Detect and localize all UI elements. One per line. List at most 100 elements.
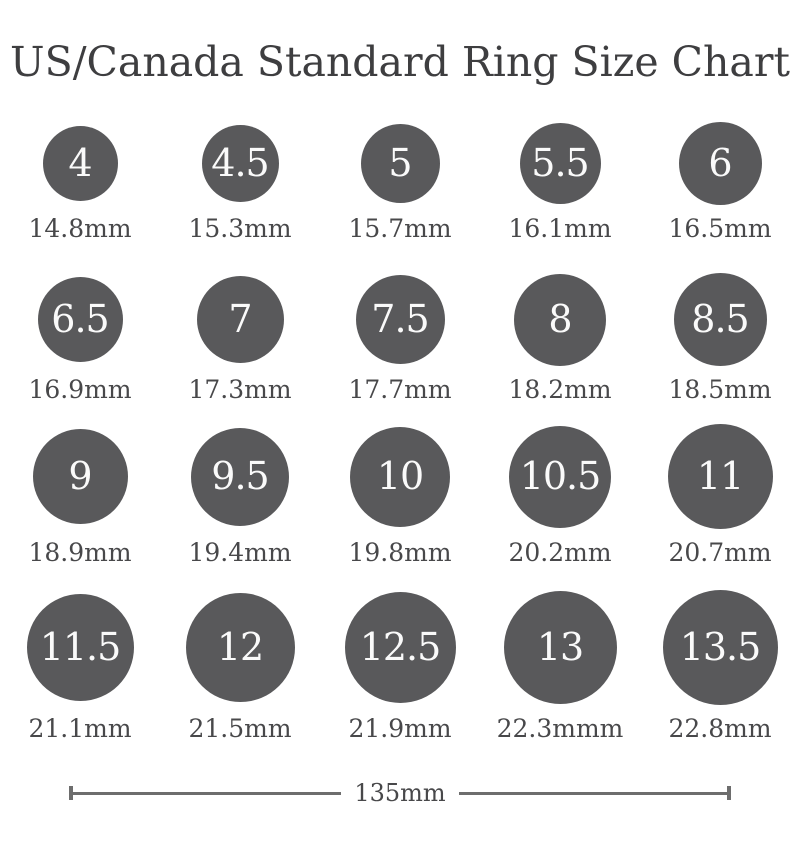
diameter-label: 16.9mm — [28, 375, 132, 404]
ring-circle: 5 — [360, 124, 440, 203]
diameter-label: 18.9mm — [28, 538, 132, 567]
diameter-label: 19.4mm — [188, 538, 292, 567]
ring-size-number: 10 — [376, 453, 424, 498]
ring-circle: 8.5 — [673, 273, 767, 366]
ring-size-number: 7.5 — [371, 296, 429, 341]
diameter-label: 20.7mm — [668, 538, 772, 567]
circle-box: 6.5 — [37, 273, 123, 366]
diameter-label: 16.1mm — [508, 214, 612, 243]
circle-box: 10.5 — [509, 424, 611, 529]
ring-circle: 11.5 — [26, 594, 134, 701]
ring-size-number: 8.5 — [691, 296, 749, 341]
ring-size-cell: 10 19.8mm — [320, 424, 480, 568]
ring-circle: 8 — [514, 273, 606, 366]
ring-size-number: 8 — [548, 296, 572, 341]
ring-size-cell: 8.5 18.5mm — [640, 273, 800, 405]
ring-size-cell: 8 18.2mm — [480, 273, 640, 405]
ring-size-number: 10.5 — [519, 453, 602, 498]
circle-box: 9.5 — [191, 424, 289, 529]
circle-box: 6 — [678, 122, 762, 205]
ring-size-number: 9 — [68, 453, 92, 498]
circle-box: 10 — [350, 424, 450, 529]
ring-circle: 4 — [42, 126, 118, 201]
ring-size-cell: 4.5 15.3mm — [160, 122, 320, 244]
ring-size-number: 5.5 — [531, 140, 589, 185]
ring-size-number: 7 — [228, 296, 252, 341]
ring-size-cell: 5.5 16.1mm — [480, 122, 640, 244]
ring-size-number: 9.5 — [211, 453, 269, 498]
diameter-label: 20.2mm — [508, 538, 612, 567]
circle-box: 12.5 — [344, 590, 456, 705]
ring-size-number: 13.5 — [679, 624, 762, 669]
ring-size-cell: 12.5 21.9mm — [320, 590, 480, 744]
diameter-label: 22.8mm — [668, 714, 772, 743]
size-row: 9 18.9mm 9.5 19.4mm 10 19.8mm 10.5 20.2mm 11 20.7… — [0, 424, 800, 568]
circle-box: 9 — [32, 424, 128, 529]
diameter-label: 21.1mm — [28, 714, 132, 743]
circle-box: 11 — [667, 424, 773, 529]
diameter-label: 17.3mm — [188, 375, 292, 404]
circle-box: 8 — [514, 273, 606, 366]
ring-size-cell: 11 20.7mm — [640, 424, 800, 568]
ring-size-cell: 9 18.9mm — [0, 424, 160, 568]
ring-size-cell: 11.5 21.1mm — [0, 590, 160, 744]
ring-circle: 6.5 — [37, 277, 123, 362]
ring-size-cell: 6 16.5mm — [640, 122, 800, 244]
diameter-label: 16.5mm — [668, 214, 772, 243]
diameter-label: 18.2mm — [508, 375, 612, 404]
scale-right-segment — [458, 791, 728, 795]
diameter-label: 17.7mm — [348, 375, 452, 404]
page-title: US/Canada Standard Ring Size Chart — [10, 38, 790, 86]
ring-circle: 7 — [196, 276, 284, 363]
ring-size-number: 4.5 — [211, 140, 269, 185]
ring-circle: 6 — [678, 122, 762, 205]
size-grid: 4 14.8mm 4.5 15.3mm 5 15.7mm 5.5 16.1mm 6 16.5mm 6… — [0, 122, 800, 744]
diameter-label: 22.3mmm — [496, 714, 624, 743]
ring-size-cell: 4 14.8mm — [0, 122, 160, 244]
ring-size-cell: 10.5 20.2mm — [480, 424, 640, 568]
ring-size-cell: 12 21.5mm — [160, 590, 320, 744]
diameter-label: 15.7mm — [348, 214, 452, 243]
scale-label: 135mm — [354, 779, 446, 807]
ring-circle: 5.5 — [519, 123, 601, 204]
size-row: 4 14.8mm 4.5 15.3mm 5 15.7mm 5.5 16.1mm 6 16.5mm — [0, 122, 800, 244]
ring-size-number: 6 — [708, 140, 732, 185]
ring-circle: 9.5 — [191, 427, 289, 526]
diameter-label: 21.5mm — [188, 714, 292, 743]
ring-size-number: 6.5 — [51, 296, 109, 341]
ring-size-cell: 7 17.3mm — [160, 273, 320, 405]
circle-box: 7.5 — [355, 273, 445, 366]
ring-size-cell: 7.5 17.7mm — [320, 273, 480, 405]
ring-circle: 7.5 — [355, 275, 445, 364]
ring-size-cell: 5 15.7mm — [320, 122, 480, 244]
ring-circle: 10 — [350, 426, 450, 527]
ring-circle: 9 — [32, 429, 128, 524]
circle-box: 12 — [185, 590, 295, 705]
ring-size-number: 11.5 — [39, 624, 122, 669]
circle-box: 5 — [360, 122, 440, 205]
diameter-label: 15.3mm — [188, 214, 292, 243]
scale-left-segment — [73, 791, 342, 795]
circle-box: 5.5 — [519, 122, 601, 205]
circle-box: 13 — [503, 590, 617, 705]
circle-box: 7 — [196, 273, 284, 366]
circle-box: 13.5 — [662, 590, 778, 705]
ring-size-number: 5 — [388, 140, 412, 185]
ring-circle: 13.5 — [662, 590, 778, 705]
circle-box: 11.5 — [26, 590, 134, 705]
ring-circle: 12 — [185, 593, 295, 702]
circle-box: 4 — [42, 122, 118, 205]
circle-box: 4.5 — [201, 122, 279, 205]
ring-circle: 4.5 — [201, 125, 279, 202]
ring-circle: 13 — [503, 591, 617, 704]
scale-right-tick-icon — [727, 786, 732, 800]
ring-size-number: 11 — [696, 453, 744, 498]
ring-size-cell: 13 22.3mmm — [480, 590, 640, 744]
diameter-label: 21.9mm — [348, 714, 452, 743]
ring-size-cell: 6.5 16.9mm — [0, 273, 160, 405]
circle-box: 8.5 — [673, 273, 767, 366]
diameter-label: 14.8mm — [28, 214, 132, 243]
size-row: 11.5 21.1mm 12 21.5mm 12.5 21.9mm 13 22.3mmm 13.… — [0, 590, 800, 744]
ring-size-cell: 9.5 19.4mm — [160, 424, 320, 568]
